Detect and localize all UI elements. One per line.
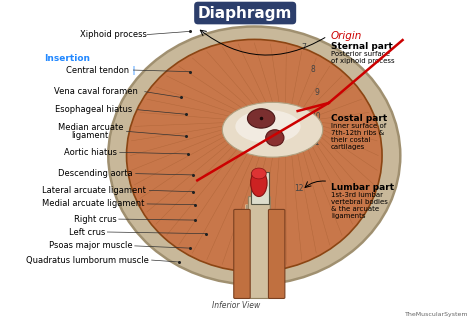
Text: 7: 7 [301,43,306,52]
Text: 9: 9 [315,88,319,97]
Text: L4: L4 [246,250,254,256]
Text: L2: L2 [246,219,254,225]
Text: Medial arcuate ligament: Medial arcuate ligament [42,200,145,208]
Ellipse shape [236,110,301,143]
Text: 10: 10 [311,112,321,121]
FancyBboxPatch shape [248,197,270,298]
Text: 1st-3rd lumbar
vertebral bodies
& the arcuate
ligaments: 1st-3rd lumbar vertebral bodies & the ar… [331,192,388,219]
Text: Sternal part: Sternal part [331,42,392,51]
Text: 11: 11 [310,138,319,147]
Text: Vena caval foramen: Vena caval foramen [54,87,138,96]
Text: Insertion: Insertion [44,54,90,63]
Text: 8: 8 [310,65,315,74]
Text: Quadratus lumborum muscle: Quadratus lumborum muscle [27,256,149,265]
Text: Descending aorta: Descending aorta [58,169,132,178]
Text: ligament: ligament [71,131,108,140]
Text: Median arcuate: Median arcuate [58,123,123,132]
Ellipse shape [127,40,382,272]
Ellipse shape [266,130,284,146]
Text: Psoas major muscle: Psoas major muscle [49,241,132,250]
Text: Right crus: Right crus [74,214,117,224]
Text: Central tendon: Central tendon [66,65,129,75]
Bar [251,172,269,204]
Text: Left crus: Left crus [69,227,105,237]
Text: L1: L1 [246,205,254,211]
Text: TheMuscularSystem: TheMuscularSystem [405,313,469,318]
FancyBboxPatch shape [234,209,250,298]
Ellipse shape [252,168,266,179]
Text: Lateral arcuate ligament: Lateral arcuate ligament [42,186,146,195]
Ellipse shape [108,27,401,284]
Text: Aortic hiatus: Aortic hiatus [64,148,117,157]
Circle shape [247,109,275,128]
Text: Origin: Origin [331,31,362,41]
Ellipse shape [251,169,267,197]
Text: |: | [130,65,135,75]
Text: Esophageal hiatus: Esophageal hiatus [55,105,132,114]
FancyBboxPatch shape [268,209,285,298]
Text: Inferior View: Inferior View [212,301,260,310]
Ellipse shape [222,102,323,157]
Text: Costal part: Costal part [331,114,387,122]
Text: Posterior surface
of xiphoid process: Posterior surface of xiphoid process [331,51,394,64]
Text: 12: 12 [294,184,304,193]
Text: Diaphragm: Diaphragm [198,6,292,20]
Text: Xiphoid process: Xiphoid process [80,30,147,39]
Text: Inner surface of
7th-12th ribs &
their costal
cartilages: Inner surface of 7th-12th ribs & their c… [331,123,386,150]
Text: L3: L3 [246,235,254,241]
Text: Lumbar part: Lumbar part [331,183,394,192]
